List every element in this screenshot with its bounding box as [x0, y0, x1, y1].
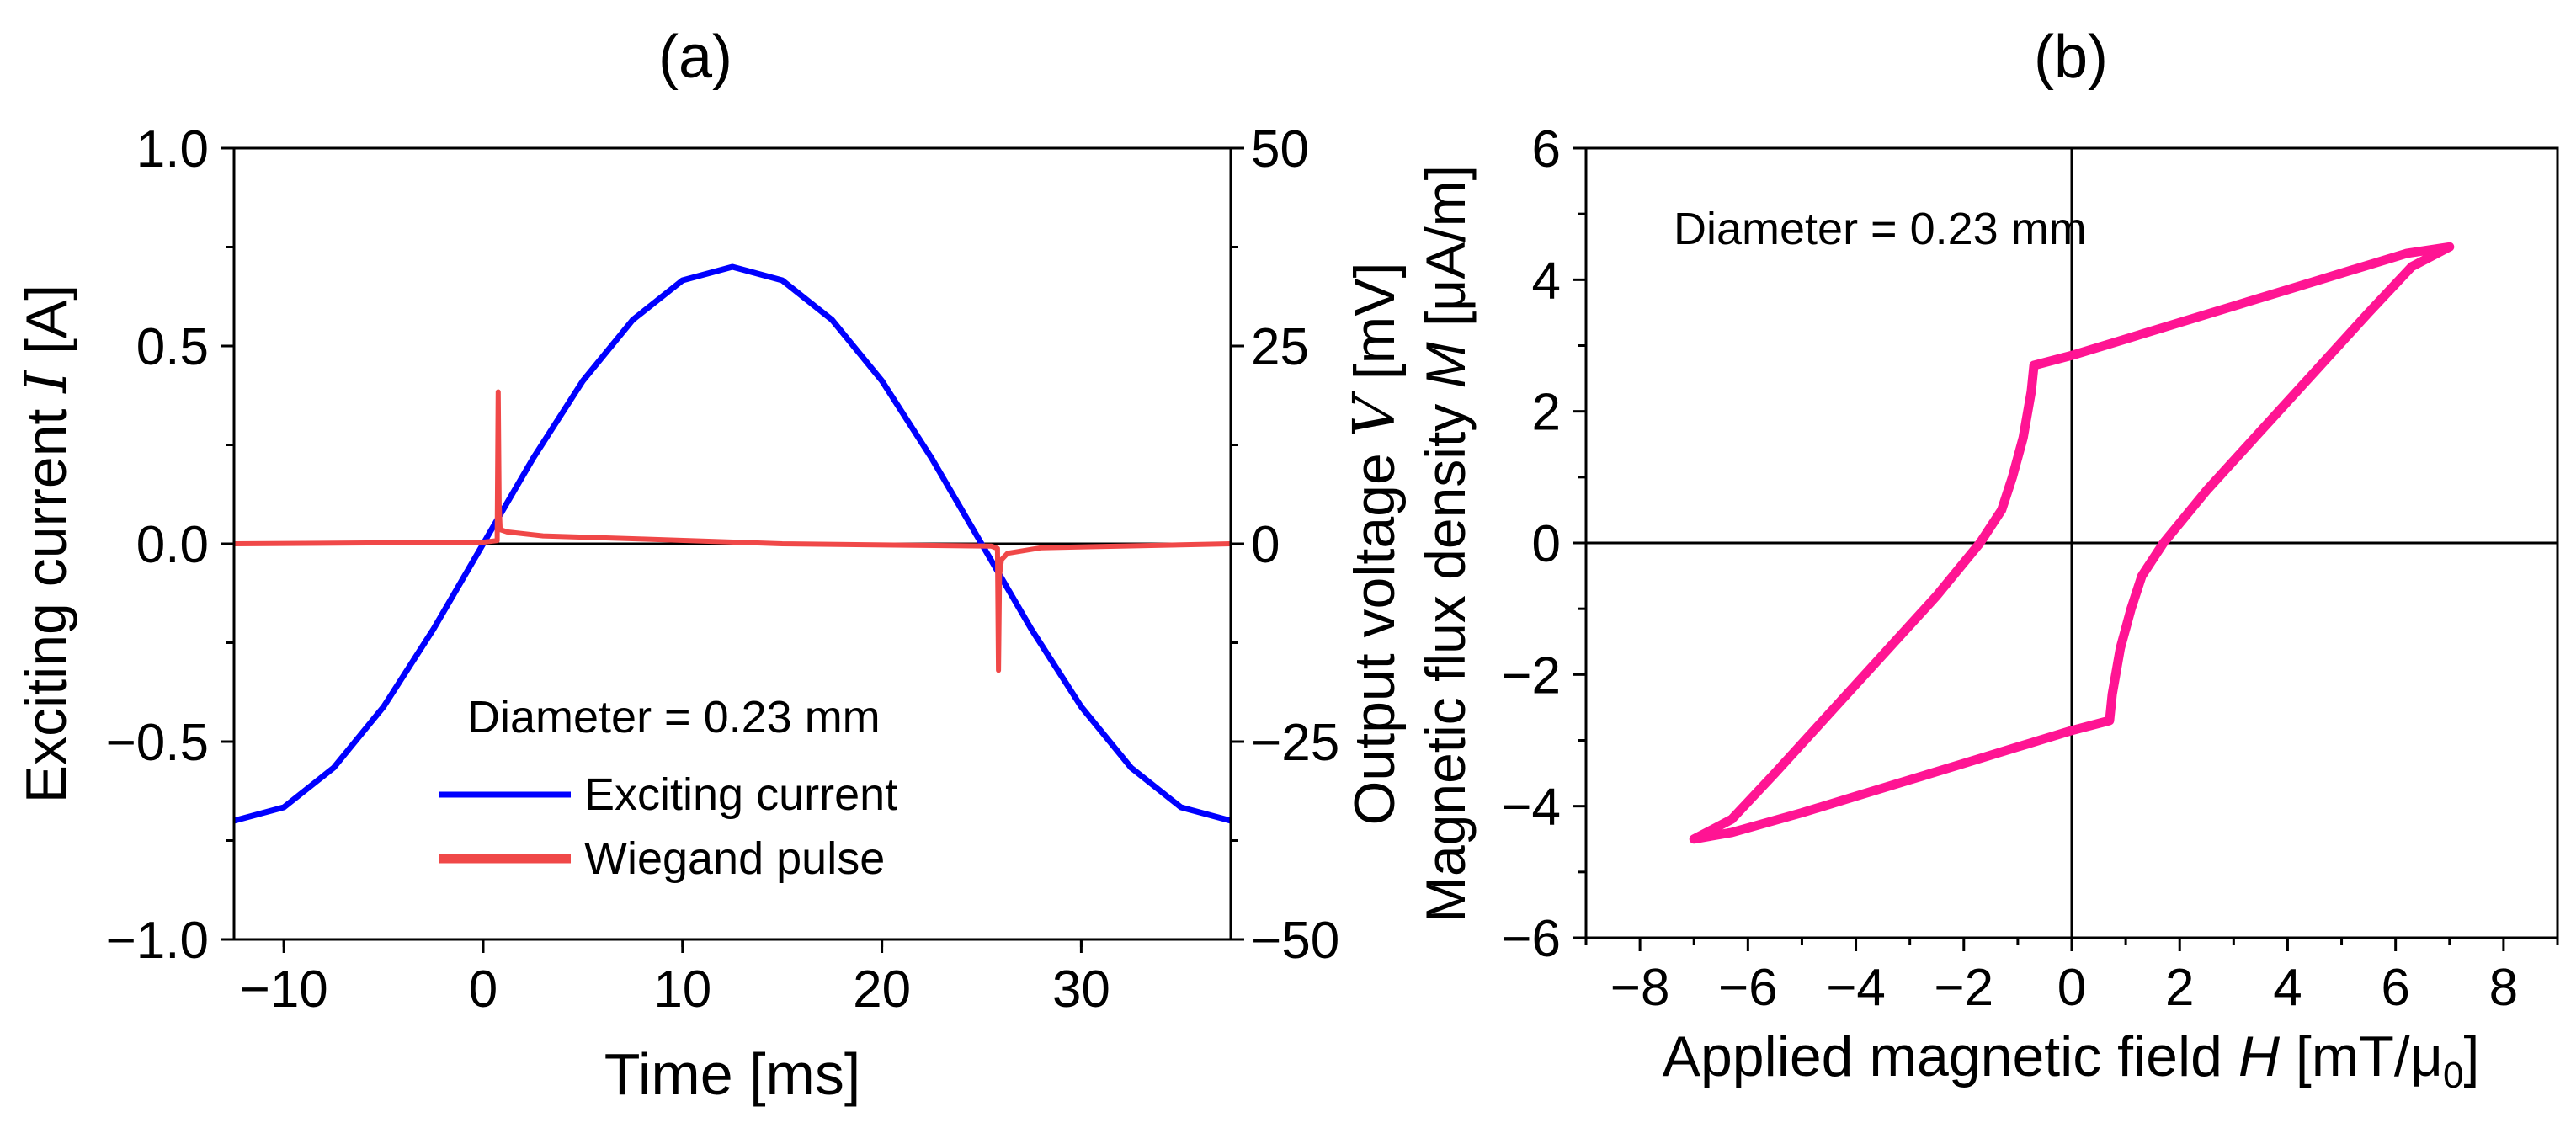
panel-b-ylabel-pre: Magnetic flux density [1414, 388, 1477, 923]
panel-a-ylabel-right-sym: V [1342, 391, 1408, 437]
y-left-tick-label: 0.5 [136, 318, 209, 376]
x-tick-label: −2 [1934, 959, 1993, 1017]
y-tick-label: −6 [1501, 910, 1561, 968]
panel-b-ylabel-post: [μA/m] [1414, 165, 1477, 342]
panel-b-xlabel-post: [mT/μ [2280, 1024, 2443, 1088]
y-right-tick-label: 0 [1251, 516, 1280, 574]
y-right-tick-label: −25 [1251, 714, 1339, 772]
series-hysteresis-loop [1689, 242, 2455, 844]
panel-a-ylabel-left: Exciting current I [A] [13, 285, 80, 803]
series-wiegand-pulse [233, 389, 1232, 673]
panel-a-ylabel-right-pre: Output voltage [1343, 437, 1407, 825]
panel-b-xlabel-sub: 0 [2443, 1055, 2463, 1096]
y-tick-label: 0 [1532, 515, 1561, 573]
x-tick-label: 4 [2273, 959, 2302, 1017]
y-left-tick-label: 0.0 [136, 516, 209, 574]
panel-a-ylabel-left-sym: I [13, 370, 80, 395]
y-right-tick-label: −50 [1251, 912, 1339, 970]
panel-b-ylabel-sym: M [1414, 342, 1477, 388]
panel-a-ticks: −10 0 10 20 30 −1.0 −0.5 0.0 0.5 1.0 −50 −25 0 25 50 [106, 120, 1340, 1019]
panel-a-ylabel-left-post: [A] [14, 285, 78, 370]
panel-b: (b) −8 −6 −4 −2 0 2 4 6 8 −6 −4 −2 0 2 4 6 Applied magn… [1414, 24, 2559, 1096]
x-tick-label: −4 [1826, 959, 1886, 1017]
panel-a-xlabel: Time [ms] [604, 1041, 861, 1107]
series-exciting-current [233, 263, 1232, 824]
x-tick-label: 30 [1052, 960, 1110, 1019]
y-tick-label: 6 [1532, 120, 1561, 178]
x-tick-label: 8 [2489, 959, 2518, 1017]
y-tick-label: 4 [1532, 252, 1561, 310]
panel-b-xlabel-close: ] [2463, 1024, 2479, 1088]
panel-b-ylabel: Magnetic flux density M [μA/m] [1414, 165, 1477, 923]
y-tick-label: −4 [1501, 779, 1561, 837]
x-tick-label: 6 [2381, 959, 2409, 1017]
x-tick-label: 2 [2165, 959, 2194, 1017]
panel-a-ylabel-right: Output voltage V [mV] [1342, 263, 1408, 826]
y-left-tick-label: 1.0 [136, 120, 209, 178]
panel-b-xlabel: Applied magnetic field H [mT/μ0] [1663, 1024, 2480, 1096]
y-left-tick-label: −1.0 [106, 912, 209, 970]
y-left-tick-label: −0.5 [106, 714, 209, 772]
x-tick-label: −8 [1610, 959, 1670, 1017]
panel-b-xlabel-sym: H [2238, 1024, 2281, 1088]
y-right-tick-label: 50 [1251, 120, 1309, 178]
panel-b-title: (b) [2034, 24, 2108, 91]
legend-label-exciting-current: Exciting current [584, 769, 897, 820]
panel-a-title: (a) [658, 24, 732, 91]
x-tick-label: 20 [853, 960, 911, 1019]
panel-a-ylabel-left-pre: Exciting current [14, 393, 78, 804]
y-tick-label: 2 [1532, 384, 1561, 442]
x-tick-label: −10 [240, 960, 328, 1019]
panel-b-xlabel-pre: Applied magnetic field [1663, 1024, 2238, 1088]
y-right-tick-label: 25 [1251, 318, 1309, 376]
x-tick-label: 0 [469, 960, 498, 1019]
panel-a-annotation: Diameter = 0.23 mm [467, 692, 881, 742]
legend-label-wiegand-pulse: Wiegand pulse [584, 833, 885, 884]
panel-a-ylabel-right-post: [mV] [1343, 263, 1407, 396]
panel-b-series [1586, 148, 2557, 938]
panel-a-series [233, 263, 1232, 824]
x-tick-label: 0 [2057, 959, 2086, 1017]
panel-a: (a) −10 0 10 20 30 −1.0 −0.5 0.0 0.5 1.0 −50 −25 0 25… [13, 24, 1408, 1107]
panel-b-ticks: −8 −6 −4 −2 0 2 4 6 8 −6 −4 −2 0 2 4 6 [1501, 120, 2559, 1017]
y-tick-label: −2 [1501, 646, 1561, 705]
panel-a-legend: Exciting current Wiegand pulse [439, 769, 897, 884]
panel-b-annotation: Diameter = 0.23 mm [1674, 204, 2087, 254]
x-tick-label: 10 [653, 960, 711, 1019]
x-tick-label: −6 [1718, 959, 1778, 1017]
